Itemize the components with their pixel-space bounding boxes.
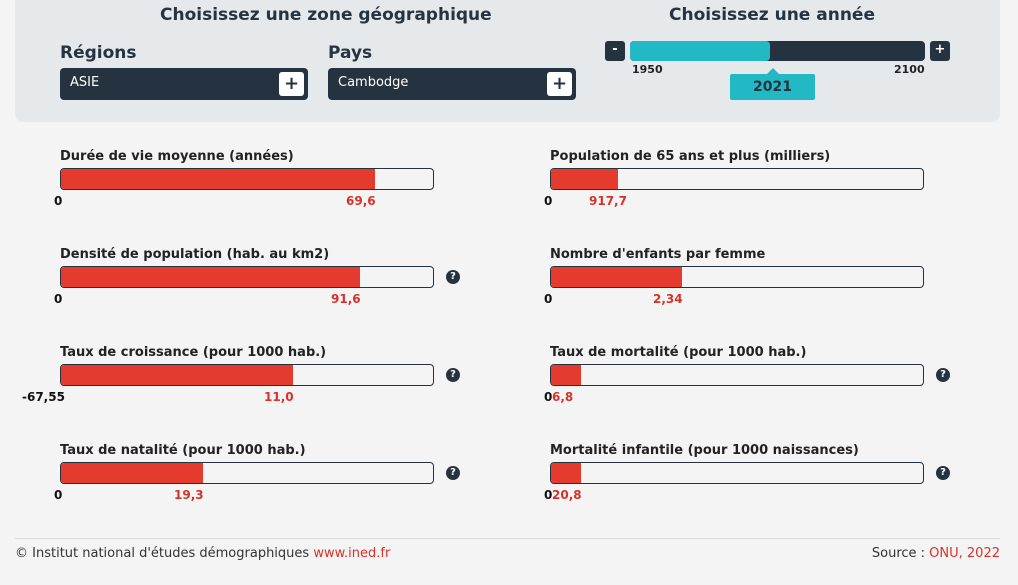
indicator-bar-fill: [551, 169, 618, 189]
indicator-bar-fill: [551, 365, 581, 385]
indicator-birth-rate: Taux de natalité (pour 1000 hab.) 0 19,3…: [54, 443, 480, 513]
country-select-value: Cambodge: [338, 75, 409, 90]
indicator-min-label: 0: [544, 194, 553, 208]
help-icon[interactable]: ?: [936, 368, 950, 382]
indicator-children-per-woman: Nombre d'enfants par femme 0 2,34: [544, 247, 970, 317]
footer-credit-text: © Institut national d'études démographiq…: [15, 546, 314, 561]
indicator-bar: [60, 364, 434, 386]
year-slider-fill[interactable]: [630, 41, 770, 61]
region-select-value: ASIE: [70, 75, 100, 90]
indicator-min-label: 0: [544, 390, 553, 404]
region-select-plus-icon[interactable]: +: [279, 72, 304, 96]
indicator-value-label: 11,0: [264, 390, 294, 404]
indicator-min-label: -67,55: [22, 390, 65, 404]
indicator-value-label: 19,3: [174, 488, 204, 502]
pays-label: Pays: [328, 43, 373, 63]
indicator-bar: [60, 168, 434, 190]
indicator-bar: [60, 266, 434, 288]
year-slider-track[interactable]: [630, 41, 925, 61]
indicator-bar-fill: [551, 463, 581, 483]
indicator-title: Durée de vie moyenne (années): [60, 149, 294, 164]
indicator-title: Population de 65 ans et plus (milliers): [550, 149, 831, 164]
indicator-value-label: 2,34: [653, 292, 683, 306]
indicator-bar-fill: [61, 463, 203, 483]
indicator-bar: [60, 462, 434, 484]
footer-credit: © Institut national d'études démographiq…: [15, 546, 390, 561]
indicator-value-label: 91,6: [331, 292, 361, 306]
indicator-min-label: 0: [54, 194, 63, 208]
help-icon[interactable]: ?: [446, 270, 460, 284]
year-decrement-button[interactable]: -: [605, 41, 625, 61]
footer-divider: [15, 538, 1000, 539]
indicator-title: Taux de mortalité (pour 1000 hab.): [550, 345, 807, 360]
indicator-bar: [550, 168, 924, 190]
selection-panel: [15, 0, 1000, 122]
indicator-bar-fill: [61, 365, 293, 385]
source-link[interactable]: ONU, 2022: [929, 546, 1000, 561]
indicator-population-density: Densité de population (hab. au km2) 0 91…: [54, 247, 480, 317]
indicator-bar-fill: [61, 267, 360, 287]
country-select-plus-icon[interactable]: +: [547, 72, 572, 96]
region-select[interactable]: ASIE +: [60, 68, 308, 100]
year-increment-button[interactable]: +: [930, 41, 950, 61]
help-icon[interactable]: ?: [446, 368, 460, 382]
indicator-bar-fill: [551, 267, 682, 287]
indicator-bar: [550, 462, 924, 484]
help-icon[interactable]: ?: [936, 466, 950, 480]
indicator-title: Taux de croissance (pour 1000 hab.): [60, 345, 327, 360]
indicator-value-label: 6,8: [552, 390, 574, 404]
indicator-min-label: 0: [544, 292, 553, 306]
indicator-bar: [550, 364, 924, 386]
year-min-label: 1950: [632, 63, 663, 76]
indicator-title: Mortalité infantile (pour 1000 naissance…: [550, 443, 859, 458]
indicator-life-expectancy: Durée de vie moyenne (années) 0 69,6: [54, 149, 480, 219]
indicator-value-label: 20,8: [552, 488, 582, 502]
year-heading: Choisissez une année: [668, 5, 875, 25]
indicator-infant-mortality: Mortalité infantile (pour 1000 naissance…: [544, 443, 970, 513]
indicator-title: Taux de natalité (pour 1000 hab.): [60, 443, 306, 458]
regions-label: Régions: [60, 43, 137, 63]
indicator-growth-rate: Taux de croissance (pour 1000 hab.) -67,…: [22, 345, 480, 415]
year-max-label: 2100: [894, 63, 925, 76]
footer-source: Source : ONU, 2022: [872, 546, 1000, 561]
country-select[interactable]: Cambodge +: [328, 68, 576, 100]
indicator-mortality-rate: Taux de mortalité (pour 1000 hab.) 0 6,8…: [544, 345, 970, 415]
footer-source-text: Source :: [871, 546, 930, 561]
help-icon[interactable]: ?: [446, 466, 460, 480]
indicator-bar: [550, 266, 924, 288]
indicator-population-65-plus: Population de 65 ans et plus (milliers) …: [544, 149, 970, 219]
indicator-title: Densité de population (hab. au km2): [60, 247, 330, 262]
zone-heading: Choisissez une zone géographique: [160, 5, 492, 25]
indicator-min-label: 0: [54, 488, 63, 502]
indicator-value-label: 69,6: [346, 194, 376, 208]
indicator-value-label: 917,7: [589, 194, 627, 208]
indicator-min-label: 0: [54, 292, 63, 306]
indicator-title: Nombre d'enfants par femme: [550, 247, 766, 262]
indicator-min-label: 0: [544, 488, 553, 502]
ined-link[interactable]: www.ined.fr: [313, 546, 391, 561]
indicator-bar-fill: [61, 169, 375, 189]
year-current-badge: 2021: [730, 68, 815, 100]
